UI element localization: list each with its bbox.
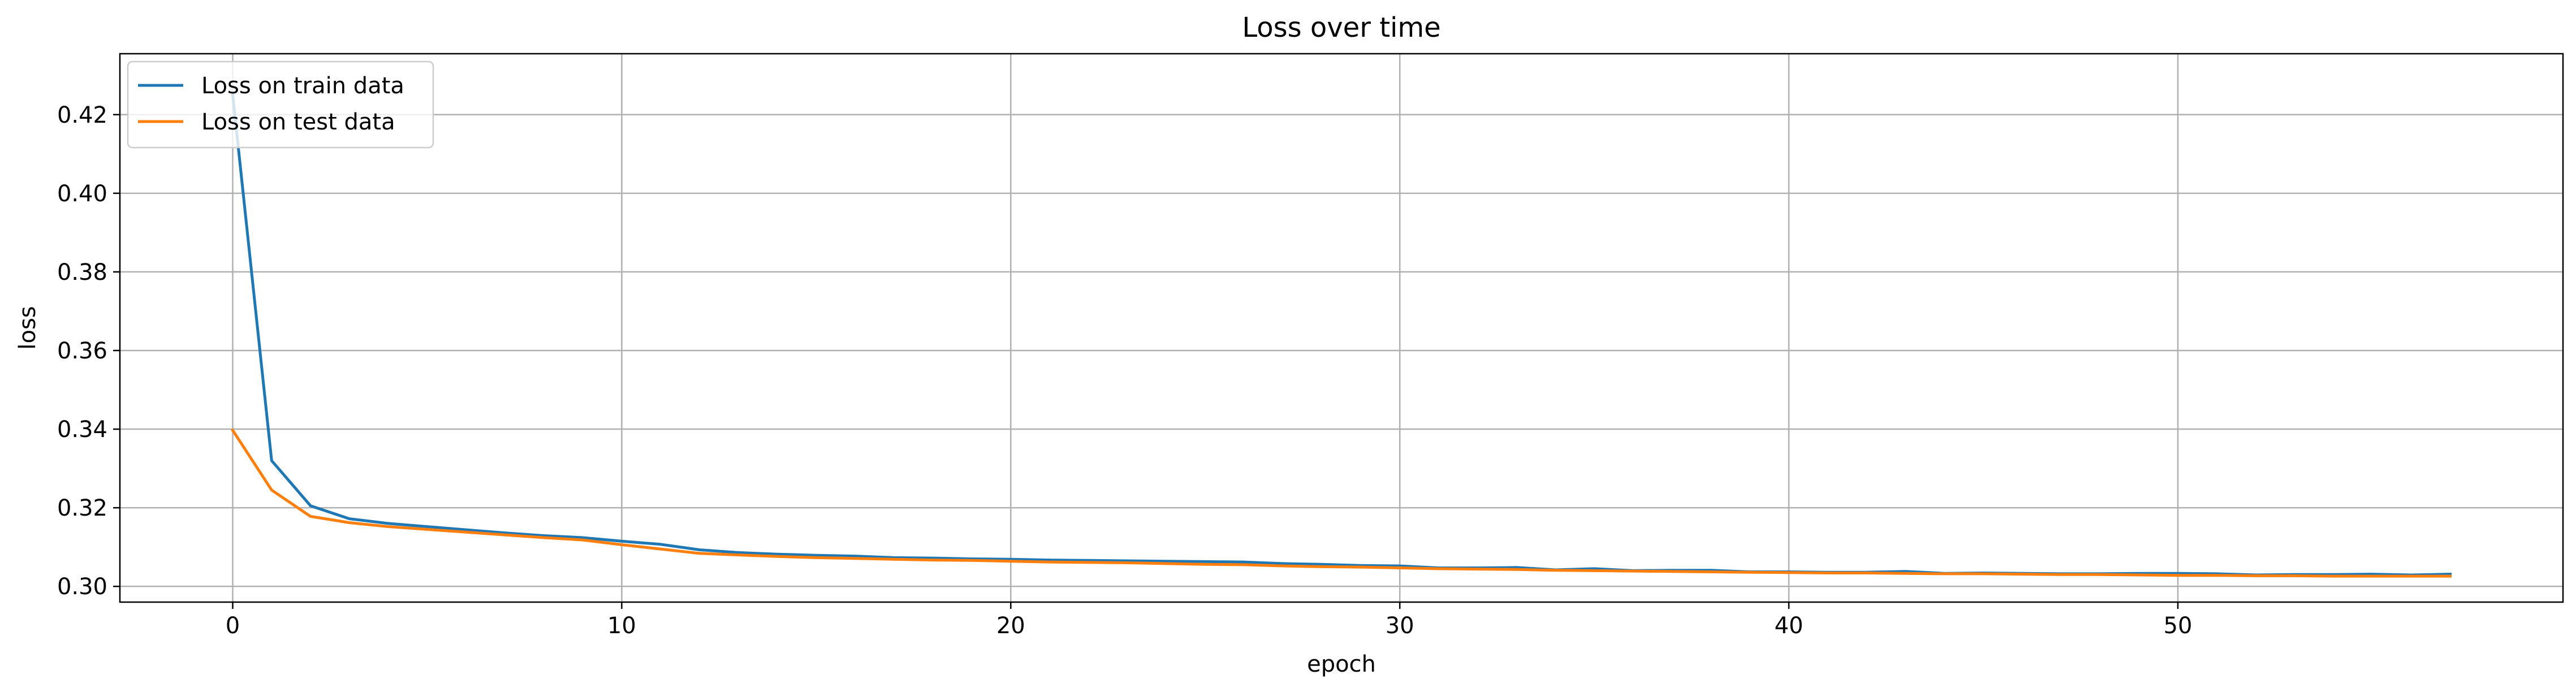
plot-frame: [119, 53, 2564, 603]
y-tick-label: 0.36: [57, 338, 107, 364]
y-axis-label: loss: [15, 306, 41, 349]
legend: Loss on train data Loss on test data: [127, 60, 434, 149]
x-tick-label: 20: [996, 613, 1025, 639]
grid: [120, 54, 2563, 602]
y-tick-label: 0.38: [57, 260, 107, 286]
y-tick-label: 0.40: [57, 181, 107, 207]
x-tick-label: 30: [1386, 613, 1414, 639]
y-tick-label: 0.32: [57, 495, 107, 521]
legend-label: Loss on train data: [201, 73, 404, 99]
series-line-test: [231, 428, 2452, 578]
y-tick-label: 0.34: [57, 417, 107, 443]
x-tick-label: 0: [226, 613, 240, 639]
x-tick-label: 40: [1775, 613, 1803, 639]
series-lines: [231, 93, 2452, 578]
chart-title: Loss over time: [1242, 12, 1440, 44]
x-axis-label: epoch: [1307, 651, 1376, 677]
x-tick-label: 50: [2164, 613, 2193, 639]
ticks: 0 10 20 30 40 50 0.30 0.32 0.34 0.36 0.38 0.40 0.42: [57, 102, 2192, 639]
y-tick-label: 0.42: [57, 102, 107, 128]
x-tick-label: 10: [607, 613, 636, 639]
legend-label: Loss on test data: [201, 109, 395, 135]
y-tick-label: 0.30: [57, 574, 107, 600]
legend-box: [127, 60, 434, 149]
